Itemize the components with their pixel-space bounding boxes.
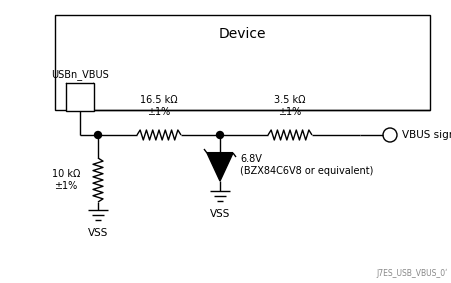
Bar [55,15,430,110]
Text: Device: Device [219,27,266,41]
Text: 10 kΩ
±1%: 10 kΩ ±1% [52,169,80,191]
Text: USBn_VBUS: USBn_VBUS [51,69,109,80]
Text: VBUS signal: VBUS signal [402,130,451,140]
Text: 6.8V
(BZX84C6V8 or equivalent): 6.8V (BZX84C6V8 or equivalent) [240,154,373,176]
Polygon shape [207,153,233,181]
Bar [66,83,94,111]
Text: 16.5 kΩ
±1%: 16.5 kΩ ±1% [140,95,178,117]
Text: VSS: VSS [210,209,230,219]
Circle shape [95,132,101,138]
Text: J7ES_USB_VBUS_0ʹ: J7ES_USB_VBUS_0ʹ [377,269,448,278]
Text: 3.5 kΩ
±1%: 3.5 kΩ ±1% [274,95,306,117]
Circle shape [216,132,224,138]
Text: VSS: VSS [88,228,108,238]
